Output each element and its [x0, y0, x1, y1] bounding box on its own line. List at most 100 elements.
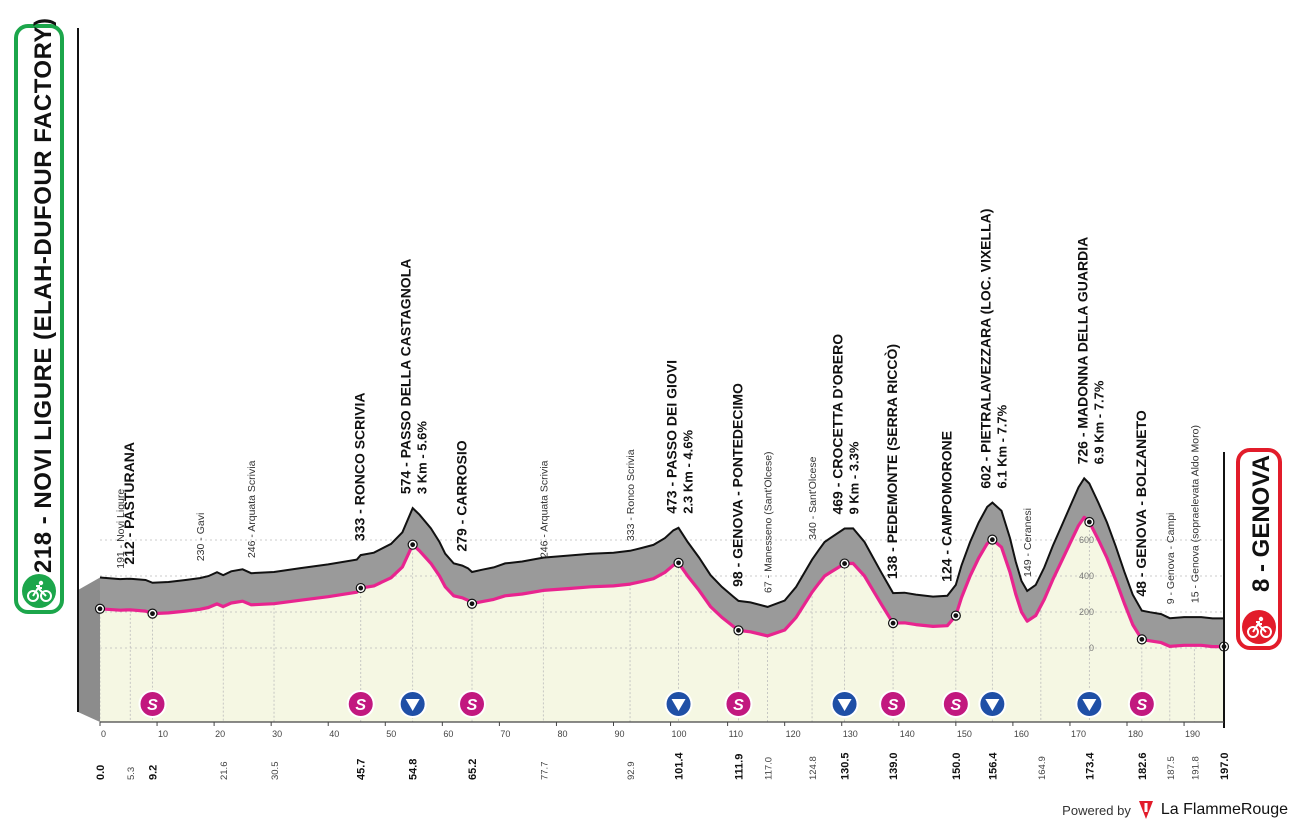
km-label: 0.0 — [95, 765, 107, 780]
waypoint-label: 15 - Genova (sopraelevata Aldo Moro) — [1189, 425, 1201, 603]
sprint-marker — [726, 692, 751, 716]
km-label: 117.0 — [764, 757, 775, 780]
kom-marker-icon — [1082, 699, 1097, 711]
km-label: 164.9 — [1037, 756, 1048, 780]
sprint-marker — [881, 692, 906, 716]
km-label: 182.6 — [1137, 752, 1149, 780]
waypoint-label: 340 - Sant'Olcese — [807, 456, 819, 539]
route-point — [410, 542, 416, 548]
x-axis-tick-label: 180 — [1128, 729, 1143, 739]
waypoint-label: 230 - Gavi — [195, 513, 207, 561]
waypoint-label: 98 - GENOVA - PONTEDECIMO — [729, 383, 745, 587]
km-label: 191.8 — [1190, 756, 1201, 780]
altitude-tick-label: 600 — [1079, 535, 1094, 545]
kom-marker-icon — [985, 699, 1000, 711]
km-label: 124.8 — [808, 756, 819, 780]
km-label: 156.4 — [987, 752, 999, 780]
x-axis-tick-label: 110 — [729, 729, 743, 739]
start-badge: 218 - NOVI LIGURE (ELAH-DUFOUR FACTORY) — [14, 17, 64, 614]
climb-stats-label: 9 Km - 3.3% — [847, 441, 862, 514]
waypoint-label: 246 - Arquata Scrivia — [538, 460, 550, 558]
km-label: 92.9 — [626, 762, 637, 781]
km-label: 30.5 — [270, 762, 281, 781]
x-axis-tick-label: 150 — [957, 729, 972, 739]
finish-label: 8 - GENOVA — [1248, 455, 1275, 592]
km-label: 101.4 — [674, 752, 686, 780]
route-point — [358, 585, 364, 591]
powered-by-text: Powered by — [1062, 802, 1131, 818]
waypoint-label: 9 - Genova - Campi — [1165, 513, 1177, 605]
x-axis-tick-label: 140 — [900, 729, 915, 739]
km-label: 173.4 — [1084, 752, 1096, 780]
x-axis-tick-label: 10 — [158, 729, 168, 739]
x-axis-tick-label: 130 — [843, 729, 858, 739]
x-axis-tick-label: 60 — [443, 729, 453, 739]
sprint-marker — [1129, 692, 1154, 716]
km-label: 197.0 — [1219, 752, 1231, 780]
land-fill — [100, 517, 1224, 722]
x-axis-tick-label: 40 — [329, 729, 339, 739]
waypoint-label: 48 - GENOVA - BOLZANETO — [1133, 410, 1149, 597]
x-axis-tick-label: 20 — [215, 729, 225, 739]
km-label: 77.7 — [539, 762, 550, 781]
flame-rouge-logo-icon — [1138, 801, 1153, 819]
sprint-marker-symbol: S — [355, 697, 366, 714]
sprint-marker-symbol: S — [951, 697, 962, 714]
land-area — [100, 517, 1224, 722]
km-label: 21.6 — [219, 762, 230, 781]
kom-marker-icon — [671, 699, 686, 711]
start-bike-icon — [22, 574, 56, 608]
terrain-outline — [99, 476, 1224, 620]
terrain-layer — [78, 476, 1224, 722]
sprint-marker-symbol: S — [888, 697, 899, 714]
x-axis-tick-label: 0 — [101, 729, 106, 739]
waypoint-label: 333 - Ronco Scrivia — [625, 449, 637, 541]
terrain-band — [100, 478, 1224, 647]
km-label: 45.7 — [356, 759, 368, 780]
sprint-marker-symbol: S — [1137, 697, 1148, 714]
finish-bike-icon — [1242, 610, 1276, 644]
sprint-marker-symbol: S — [733, 697, 744, 714]
x-axis-tick-label: 90 — [615, 729, 625, 739]
x-axis-tick-label: 80 — [557, 729, 567, 739]
waypoint-label: 602 - PIETRALAVEZZARA (LOC. VIXELLA) — [977, 209, 993, 489]
altitude-tick-label: 0 — [1089, 643, 1094, 653]
x-axis-tick-label: 120 — [786, 729, 801, 739]
waypoint-label: 191 - Novi Ligure — [115, 489, 127, 569]
km-label: 111.9 — [733, 754, 745, 780]
brand-name: La FlammeRouge — [1160, 801, 1288, 818]
waypoint-label: 138 - PEDEMONTE (SERRA RICCÒ) — [883, 344, 900, 579]
sprint-marker — [348, 692, 373, 716]
waypoint-label: 726 - MADONNA DELLA GUARDIA — [1074, 237, 1090, 465]
x-axis-tick-label: 70 — [500, 729, 510, 739]
waypoint-label: 149 - Ceranesi — [1022, 508, 1034, 577]
kom-marker-icon — [837, 699, 852, 711]
km-label: 139.0 — [888, 752, 900, 780]
km-label: 130.5 — [840, 752, 852, 780]
altitude-tick-label: 200 — [1079, 607, 1094, 617]
sprint-marker — [140, 692, 165, 716]
x-axis-tick-label: 100 — [672, 729, 687, 739]
footer: Powered by La FlammeRouge — [1062, 801, 1288, 819]
km-label: 187.5 — [1166, 756, 1177, 780]
x-axis-tick-label: 190 — [1185, 729, 1200, 739]
route-point — [676, 560, 681, 566]
route-point — [890, 620, 896, 626]
waypoint-label: 574 - PASSO DELLA CASTAGNOLA — [398, 259, 414, 494]
km-label: 54.8 — [408, 759, 420, 780]
climb-stats-label: 6.9 Km - 7.7% — [1091, 380, 1106, 464]
climb-stats-label: 3 Km - 5.6% — [415, 421, 430, 494]
axis-layer: 0 10 20 30 40 50 60 70 80 90 100 110 120 130 140 150 160… — [77, 28, 1231, 781]
route-line — [99, 515, 1224, 649]
km-label: 5.3 — [126, 767, 137, 780]
x-axis-tick-label: 160 — [1014, 729, 1029, 739]
route-point — [953, 613, 959, 618]
finish-badge: 8 - GENOVA — [1236, 448, 1282, 650]
climb-stats-label: 2.3 Km - 4.6% — [681, 430, 696, 514]
altitude-tick-label: 400 — [1079, 571, 1094, 581]
climb-stats-label: 6.1 Km - 7.7% — [994, 404, 1009, 488]
waypoint-label: 469 - CROCETTA D'ORERO — [830, 334, 846, 515]
